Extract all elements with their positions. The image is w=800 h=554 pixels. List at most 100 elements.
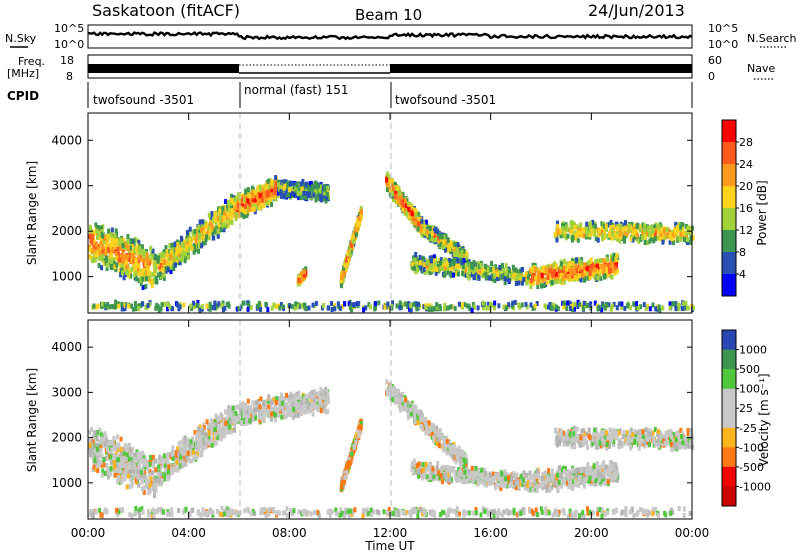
heatmap-cell [116, 246, 120, 252]
heatmap-cell [347, 258, 351, 264]
heatmap-cell [604, 264, 608, 270]
heatmap-cell [202, 222, 205, 228]
heatmap-cell [449, 241, 453, 247]
heatmap-cell [115, 262, 119, 268]
heatmap-cell [155, 279, 159, 284]
heatmap-cell [594, 236, 598, 242]
heatmap-cell [643, 226, 646, 232]
heatmap-cell [246, 306, 250, 312]
heatmap-cell [600, 233, 604, 239]
heatmap-cell [562, 304, 566, 310]
heatmap-cell [184, 251, 187, 257]
heatmap-cell [294, 185, 298, 191]
noise-left-tick-high: 10^5 [54, 22, 84, 35]
heatmap-cell [239, 193, 243, 199]
heatmap-cell [121, 270, 124, 276]
heatmap-cell [417, 217, 421, 222]
heatmap-cell [517, 302, 521, 308]
heatmap-cell [259, 185, 263, 191]
heatmap-cell [447, 258, 451, 263]
beam-title: Beam 10 [355, 6, 422, 24]
heatmap-cell [546, 275, 550, 280]
heatmap-cell [461, 264, 465, 269]
heatmap-cell [560, 273, 563, 279]
heatmap-cell [642, 302, 646, 308]
heatmap-cell [391, 179, 395, 185]
heatmap-cell [601, 236, 605, 242]
heatmap-cell [597, 232, 601, 238]
heatmap-cell [443, 306, 446, 312]
heatmap-cell [578, 301, 582, 307]
heatmap-cell [427, 303, 431, 309]
heatmap-cell [616, 268, 619, 274]
heatmap-cell [105, 265, 109, 271]
heatmap-cell [401, 206, 405, 212]
heatmap-cell [223, 211, 226, 217]
heatmap-cell [111, 304, 115, 309]
heatmap-cell [386, 301, 390, 307]
heatmap-cell [610, 303, 614, 309]
heatmap-cell [485, 305, 489, 311]
noise-trace [87, 31, 693, 41]
heatmap-cell [689, 230, 693, 236]
heatmap-cell [675, 225, 679, 230]
heatmap-cell [104, 243, 108, 249]
heatmap-cell [402, 301, 406, 307]
heatmap-cell [100, 301, 104, 307]
heatmap-cell [128, 269, 132, 275]
heatmap-cell [257, 301, 261, 306]
heatmap-cell [520, 267, 524, 273]
heatmap-cell [96, 247, 100, 253]
heatmap-cell [302, 190, 306, 196]
heatmap-cell [221, 206, 225, 212]
heatmap-cell [537, 275, 541, 280]
heatmap-cell [169, 269, 173, 275]
heatmap-cell [197, 229, 201, 235]
heatmap-cell [112, 261, 116, 266]
heatmap-cell [489, 275, 493, 281]
heatmap-cell [553, 275, 557, 281]
heatmap-cell [144, 284, 148, 289]
heatmap-cell [307, 305, 311, 311]
heatmap-cell [544, 266, 548, 272]
heatmap-cell [114, 267, 118, 273]
heatmap-cell [128, 252, 132, 258]
heatmap-cell [657, 304, 661, 310]
heatmap-cell [102, 302, 106, 307]
heatmap-cell [299, 181, 303, 187]
heatmap-cell [213, 217, 217, 223]
heatmap-cell [91, 258, 95, 264]
heatmap-cell [108, 260, 111, 266]
heatmap-cell [228, 219, 232, 225]
heatmap-cell [303, 302, 306, 308]
heatmap-cell [588, 271, 592, 276]
heatmap-cell [456, 261, 460, 266]
heatmap-cell [296, 303, 300, 309]
heatmap-cell [435, 302, 439, 308]
freq-panel: Freq. [MHz] 18 8 60 0 Nave [7, 54, 775, 83]
heatmap-cell [550, 305, 554, 311]
heatmap-cell [304, 195, 308, 201]
heatmap-cell [209, 304, 213, 310]
heatmap-cell [359, 206, 363, 211]
heatmap-cell [550, 302, 554, 308]
heatmap-cell [512, 273, 516, 279]
heatmap-cell [129, 239, 133, 245]
heatmap-cell [582, 300, 586, 306]
heatmap-cell [290, 180, 294, 186]
heatmap-cell [106, 232, 110, 238]
heatmap-cell [100, 238, 104, 244]
heatmap-cell [242, 208, 246, 214]
heatmap-cell [212, 235, 216, 241]
heatmap-cell [449, 266, 453, 272]
heatmap-cell [456, 251, 459, 257]
heatmap-cell [118, 260, 122, 266]
heatmap-cell [581, 306, 585, 312]
heatmap-cell [433, 306, 436, 312]
heatmap-cell [468, 269, 472, 275]
heatmap-cell [562, 300, 566, 306]
heatmap-cell [580, 269, 584, 275]
heatmap-cell [226, 212, 230, 218]
heatmap-cell [594, 259, 598, 265]
heatmap-cell [587, 267, 591, 273]
